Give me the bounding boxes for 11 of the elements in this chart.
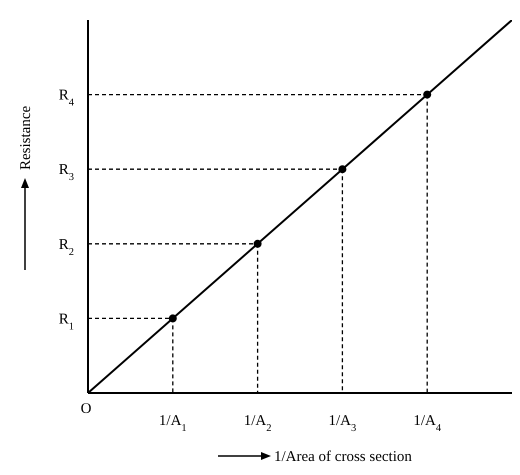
x-tick-label: 1/A$_{2}$ [244, 413, 272, 434]
x-tick-label: 1/A$_{4}$ [413, 413, 442, 434]
x-tick-label: 1/A$_{1}$ [158, 413, 187, 434]
annotation: R$_{4}$ [58, 88, 75, 108]
annotation: R$_{1}$ [58, 311, 74, 332]
x-axis-title: 1/Area of cross section [274, 449, 412, 465]
annotation: R$_{2}$ [58, 236, 74, 258]
y-axis-title: Resistance [18, 106, 34, 170]
x-tick-label: 1/A$_{3}$ [328, 413, 356, 434]
annotation: R$_{3}$ [58, 162, 74, 183]
text: O [80, 401, 92, 417]
